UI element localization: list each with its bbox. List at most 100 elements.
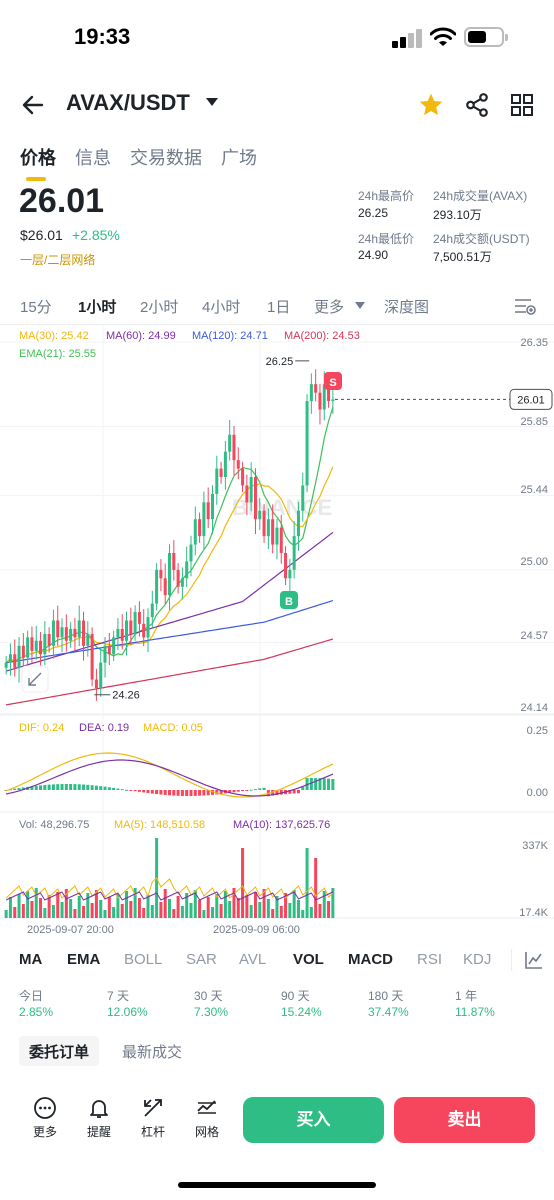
candle-body <box>223 451 227 478</box>
candle-body <box>120 628 124 641</box>
volume-bar <box>210 907 214 918</box>
sell-button[interactable]: 卖出 <box>394 1097 535 1143</box>
interval-15m[interactable]: 15分 <box>20 299 52 316</box>
volume-bar <box>172 909 176 918</box>
candle-body <box>322 384 326 410</box>
indicator-sar[interactable]: SAR <box>186 951 217 968</box>
candlestick-chart[interactable]: BINANCE 26.01 26.25 24.26 S B 26.35 25.85 25.4… <box>0 325 554 937</box>
indicator-vol[interactable]: VOL <box>293 951 324 968</box>
macd-bar <box>318 778 322 790</box>
ma120-line <box>6 600 334 664</box>
volume-bar <box>275 896 279 918</box>
volume-bar <box>60 902 64 918</box>
macd-bar <box>296 790 300 794</box>
vol-base-label: 24h成交量(AVAX) <box>433 189 528 203</box>
macd-bar <box>202 790 206 796</box>
indicator-macd[interactable]: MACD <box>348 951 393 968</box>
grid-button[interactable]: 网格 <box>187 1096 227 1146</box>
tab-price[interactable]: 价格 <box>20 148 56 168</box>
macd-bar <box>155 790 159 795</box>
macd-axis-label: 0.00 <box>527 787 548 799</box>
back-arrow-icon[interactable] <box>20 92 46 118</box>
more-label: 更多 <box>32 1125 57 1139</box>
candle-body <box>163 578 167 596</box>
high-marker: 26.25 <box>266 356 294 368</box>
nav-bar: AVAX/USDT <box>0 80 554 130</box>
grid-icon[interactable] <box>510 93 534 117</box>
pair-title[interactable]: AVAX/USDT <box>66 90 190 115</box>
share-icon[interactable] <box>464 92 490 118</box>
ma200-line <box>5 638 334 706</box>
macd-bar <box>17 788 21 790</box>
ma200-label: MA(200): 24.53 <box>284 330 360 342</box>
star-icon[interactable] <box>418 92 444 118</box>
macd-bar <box>219 790 223 794</box>
tab-recent-trades[interactable]: 最新成交 <box>122 1044 183 1061</box>
indicator-settings-icon[interactable] <box>524 950 544 970</box>
macd-bar <box>167 790 172 796</box>
macd-bar <box>288 790 292 794</box>
candle-body <box>253 477 257 520</box>
macd-bar <box>43 784 47 790</box>
indicator-boll[interactable]: BOLL <box>124 951 163 968</box>
candle-body <box>185 561 189 579</box>
macd-bar <box>189 790 193 796</box>
interval-2h[interactable]: 2小时 <box>140 299 179 316</box>
macd-bar <box>271 790 275 796</box>
indicator-ema[interactable]: EMA <box>67 951 101 968</box>
caret-down-icon[interactable] <box>355 302 365 309</box>
vol-base-value: 293.10万 <box>433 208 482 222</box>
tab-open-orders[interactable]: 委托订单 <box>19 1036 100 1066</box>
macd-bar <box>99 786 103 790</box>
buy-button[interactable]: 买入 <box>243 1097 384 1143</box>
tab-square[interactable]: 广场 <box>221 148 257 168</box>
volume-bar <box>142 908 146 918</box>
volume-bar <box>77 896 81 918</box>
indicator-avl[interactable]: AVL <box>239 951 267 968</box>
candle-body <box>271 519 275 545</box>
volume-bar <box>47 895 51 918</box>
candle-body <box>4 662 8 668</box>
indicator-ma[interactable]: MA <box>19 951 43 968</box>
network-link[interactable]: 一层/二层网络 <box>20 253 96 267</box>
performance-row: 今日 2.85% 7 天 12.06% 30 天 7.30% 90 天 15.2… <box>0 984 554 1024</box>
volume-bar <box>292 890 296 918</box>
volume-bar <box>56 892 60 918</box>
macd-bar <box>150 790 154 794</box>
tab-trading-data[interactable]: 交易数据 <box>130 148 202 168</box>
interval-more[interactable]: 更多 <box>314 299 345 316</box>
candle-body <box>159 569 163 579</box>
candle-body <box>198 519 202 537</box>
caret-down-icon[interactable] <box>206 98 218 106</box>
indicator-kdj[interactable]: KDJ <box>463 951 492 968</box>
volume-bar <box>253 892 257 918</box>
macd-bar <box>60 784 64 790</box>
macd-label: MACD: 0.05 <box>143 722 203 734</box>
alert-button[interactable]: 提醒 <box>79 1096 119 1146</box>
depth-chart-tab[interactable]: 深度图 <box>384 299 430 316</box>
volume-bar <box>17 894 21 918</box>
vol-ma5-line <box>5 877 334 899</box>
volume-bar <box>206 897 210 918</box>
low-value: 24.90 <box>358 248 389 262</box>
low-marker: 24.26 <box>112 690 140 702</box>
interval-1h[interactable]: 1小时 <box>78 299 117 316</box>
macd-bar <box>30 786 34 790</box>
candle-body <box>90 633 94 680</box>
indicator-rsi[interactable]: RSI <box>417 951 443 968</box>
more-button[interactable]: 更多 <box>25 1096 65 1146</box>
chart-settings-icon[interactable] <box>514 297 536 315</box>
volume-bar <box>39 898 43 918</box>
candle-body <box>262 510 266 537</box>
interval-1d[interactable]: 1日 <box>267 299 291 316</box>
macd-bar <box>210 790 214 795</box>
margin-button[interactable]: 杠杆 <box>133 1096 173 1146</box>
vol-ma10-line <box>5 891 334 901</box>
interval-4h[interactable]: 4小时 <box>202 299 241 316</box>
volume-axis-label: 17.4K <box>519 907 548 919</box>
volume-bar <box>90 903 94 918</box>
tab-info[interactable]: 信息 <box>75 148 111 168</box>
candle-body <box>94 679 98 688</box>
candle-body <box>146 617 150 638</box>
ma60-label: MA(60): 24.99 <box>106 330 176 342</box>
